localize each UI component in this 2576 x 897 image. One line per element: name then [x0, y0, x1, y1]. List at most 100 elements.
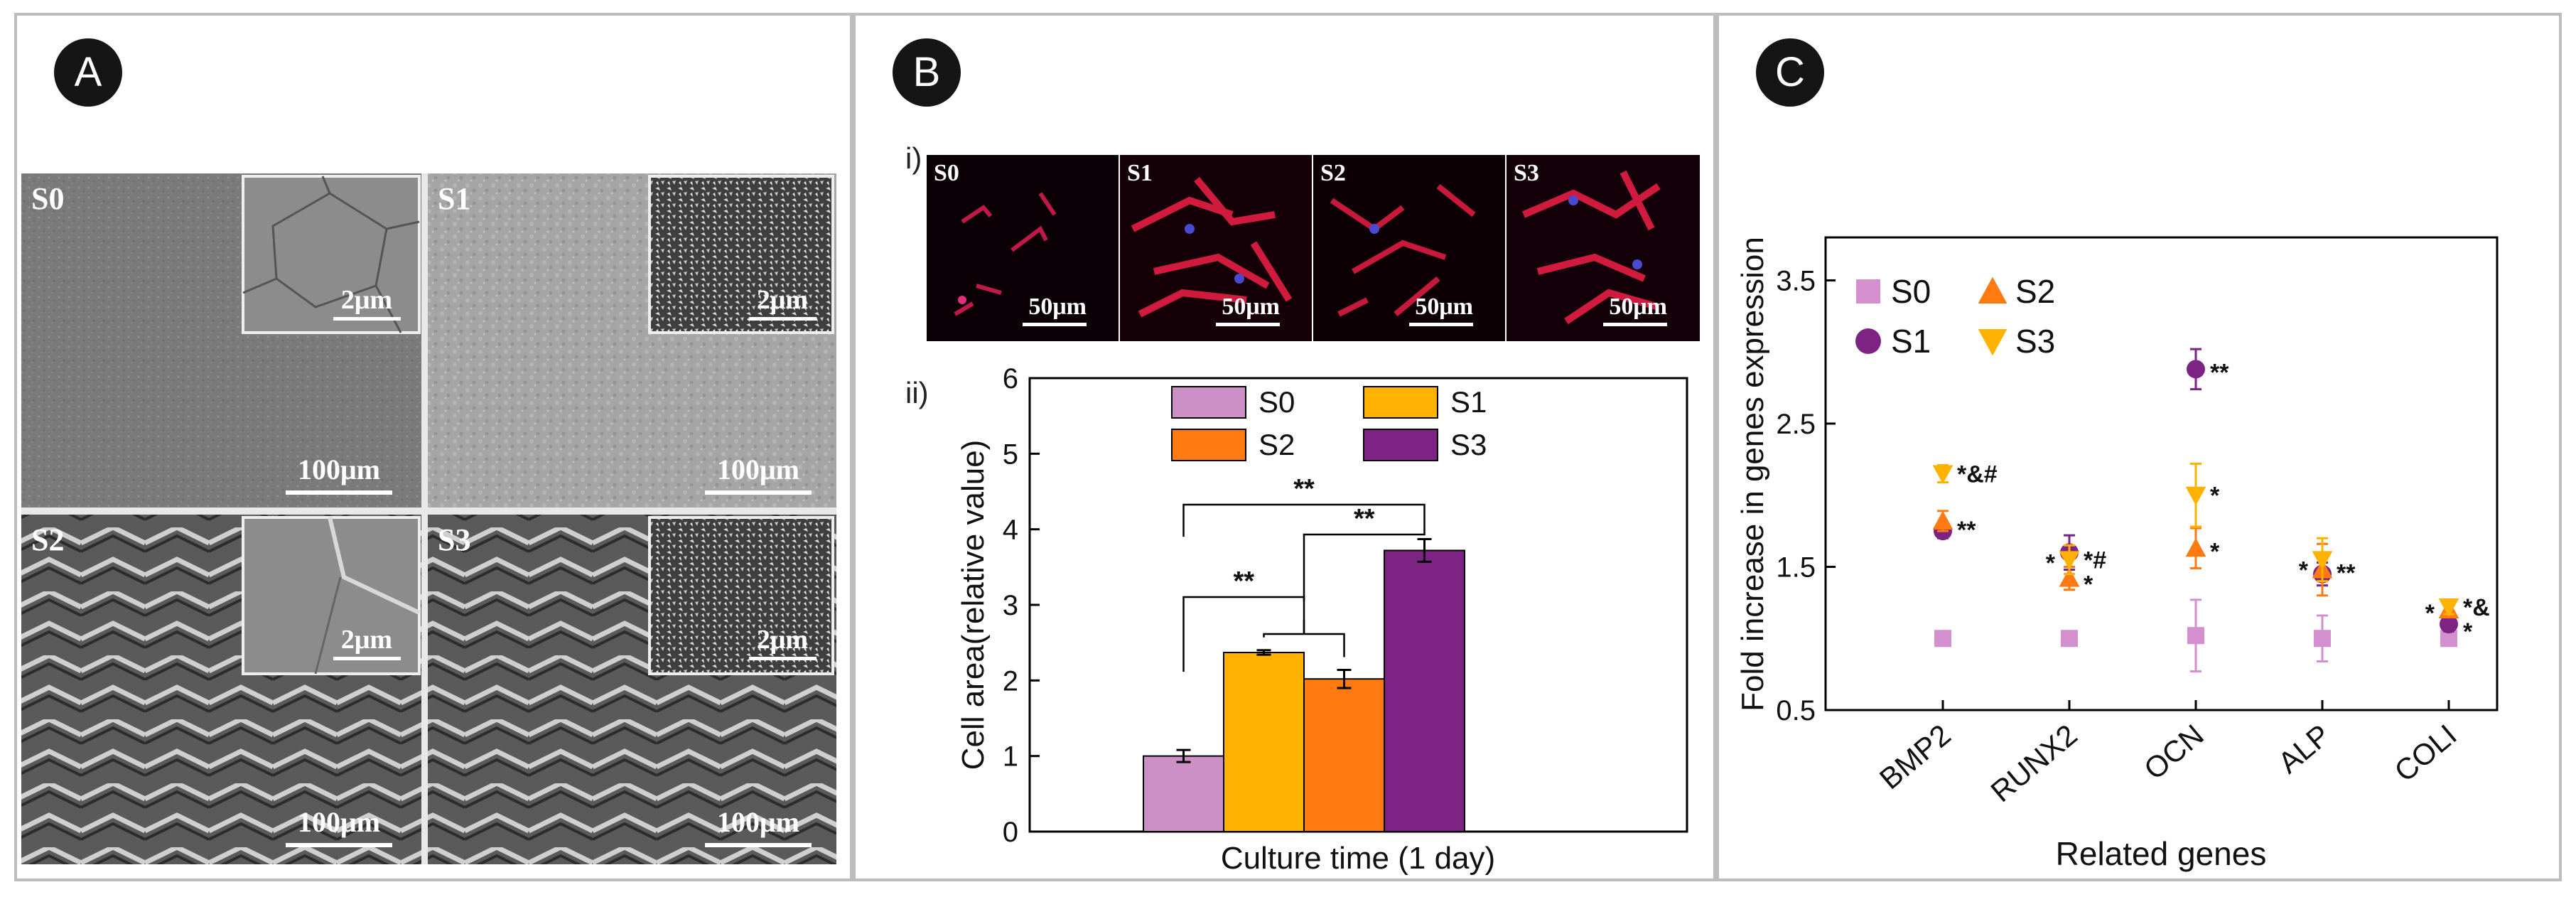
significance-annotation: *# [2084, 547, 2106, 574]
panel-c-badge: C [1756, 38, 1824, 107]
significance-annotation: * [2046, 549, 2056, 576]
sem-scale-s1: 100μm [717, 453, 799, 485]
sem-tile-s3: 2μm S3 100μm [428, 515, 836, 864]
point-s3-alp [2312, 537, 2333, 583]
scatter-x-axis: BMP2 RUNX2 OCN ALP COLI [1873, 700, 2463, 808]
scatter-ytick-label: 0.5 [1776, 695, 1816, 726]
bar-xlabel: Culture time (1 day) [1221, 841, 1495, 876]
significance-annotation: * [2299, 557, 2309, 584]
bar-legend-item-s0: S0 [1171, 385, 1295, 419]
sem-inset-s2 [242, 516, 421, 675]
scatter-xtick-label-alp: ALP [2272, 718, 2337, 780]
significance-annotation: * [2425, 600, 2435, 627]
error-bar-s2 [1337, 668, 1352, 689]
legend-label: S0 [1259, 385, 1295, 419]
significance-annotation: ** [2337, 560, 2356, 587]
sem-inset-s0 [242, 175, 421, 334]
scatter-xtick-label-ocn: OCN [2138, 718, 2210, 786]
legend-marker [1855, 328, 1881, 354]
bar-ytick-label: 3 [1003, 590, 1018, 621]
sem-inset-s3 [648, 516, 834, 675]
data-marker [2185, 537, 2206, 557]
bar-ylabel: Cell area(relative value) [956, 440, 991, 770]
bar-legend-item-s2: S2 [1171, 428, 1295, 461]
cell-label-s0: S0 [934, 160, 959, 186]
scatter-plot-frame [1824, 236, 2499, 711]
data-marker [2440, 615, 2458, 634]
cell-image-s1: S1 50μm [1120, 155, 1312, 341]
sem-scale-s2: 100μm [298, 806, 380, 838]
legend-swatch [1171, 429, 1246, 461]
bar-legend-item-s3: S3 [1363, 428, 1487, 461]
point-s3-bmp2 [1932, 463, 1953, 484]
point-s0-runx2 [2061, 630, 2078, 648]
bar-marks [1143, 537, 1465, 832]
sem-tile-s0: 2μm S0 100μm [21, 173, 421, 507]
cell-image-s0: S0 50μm [927, 155, 1119, 341]
significance-bracket-2: ** [1182, 474, 1426, 537]
cell-scale-s2: 50μm [1415, 294, 1473, 320]
sem-label-s1: S1 [438, 181, 470, 216]
significance-bracket-3: ** [1303, 504, 1426, 601]
bar-s3 [1384, 549, 1465, 832]
legend-label: S3 [2015, 323, 2055, 360]
panel-a-badge: A [54, 38, 122, 107]
data-marker [1932, 465, 1953, 484]
panel-b: B i) ii) S0 50μm S1 [853, 13, 1716, 881]
bar-ytick-label: 6 [1003, 363, 1018, 394]
scatter-xtick-label-bmp2: BMP2 [1873, 718, 1957, 796]
cell-scale-s0: 50μm [1028, 294, 1087, 320]
scatter-legend-item-s1: S1 [1855, 323, 1931, 360]
scatter-xtick-label-coli: COLI [2388, 718, 2462, 788]
significance-bracket-1: ** [1182, 566, 1305, 672]
panel-b-badge: B [893, 38, 961, 107]
significance-annotation: * [2463, 618, 2473, 645]
scatter-annotations: *&#*** *#****** *** *&* [1957, 359, 2490, 645]
panel-c: C 0.5 1.5 2.5 3.5 BMP2 RUNX2 OCN ALP COLI S0 S2 S… [1716, 13, 2562, 881]
legend-label: S3 [1450, 428, 1487, 461]
scatter-xlabel: Related genes [2056, 835, 2267, 872]
significance-annotation: *&# [1957, 461, 1998, 488]
bar-ytick-label: 0 [1003, 817, 1018, 848]
cell-label-s1: S1 [1127, 160, 1153, 186]
data-marker [2061, 630, 2078, 648]
scatter-legend-item-s2: S2 [1978, 273, 2055, 310]
data-marker [1934, 630, 1951, 648]
bar-significance: ** ** ** [1182, 474, 1426, 672]
cell-scale-s3: 50μm [1609, 294, 1667, 320]
sem-tile-s1: 2μm S1 100μm [428, 173, 836, 507]
inset-scale-s0: 2μm [341, 285, 392, 315]
cell-image-s2: S2 50μm [1313, 155, 1505, 341]
significance-label: ** [1233, 566, 1254, 596]
data-marker [2059, 568, 2080, 587]
scatter-legend: S0 S2 S1 S3 [1855, 273, 2055, 360]
error-bar-s3 [1417, 537, 1432, 563]
bar-chart: 0 1 2 3 4 5 6 S0 S1 S2 S3 ** ** ** Cell area(relati… [956, 363, 1688, 876]
legend-label: S2 [1259, 428, 1295, 461]
significance-annotation: * [2210, 483, 2220, 510]
sem-label-s2: S2 [31, 522, 64, 557]
significance-annotation: *& [2463, 594, 2490, 621]
sem-inset-s1 [648, 175, 834, 334]
bar-ytick-label: 4 [1003, 515, 1018, 546]
legend-swatch [1171, 386, 1246, 419]
legend-swatch [1363, 429, 1438, 461]
significance-annotation: ** [1957, 517, 1976, 544]
legend-label: S0 [1891, 273, 1931, 310]
bar-legend: S0 S1 S2 S3 [1171, 385, 1487, 461]
scatter-ytick-label: 2.5 [1776, 409, 1816, 440]
bar-s2 [1303, 678, 1385, 832]
data-marker [2187, 360, 2205, 379]
bracket-line [1182, 503, 1426, 537]
data-marker [2312, 551, 2333, 570]
sub-label-ii: ii) [905, 376, 929, 409]
bracket-line [1303, 533, 1426, 601]
bar-ytick-label: 2 [1003, 665, 1018, 697]
sem-scale-s3: 100μm [717, 806, 799, 838]
legend-label: S1 [1450, 385, 1487, 419]
panel-b-svg: i) ii) S0 50μm S1 50μm [905, 141, 1700, 876]
data-marker [1932, 510, 1953, 530]
cell-scale-s1: 50μm [1222, 294, 1280, 320]
scatter-ytick-label: 3.5 [1776, 265, 1816, 296]
cell-image-strip: S0 50μm S1 50μm S2 50μm [927, 155, 1700, 341]
